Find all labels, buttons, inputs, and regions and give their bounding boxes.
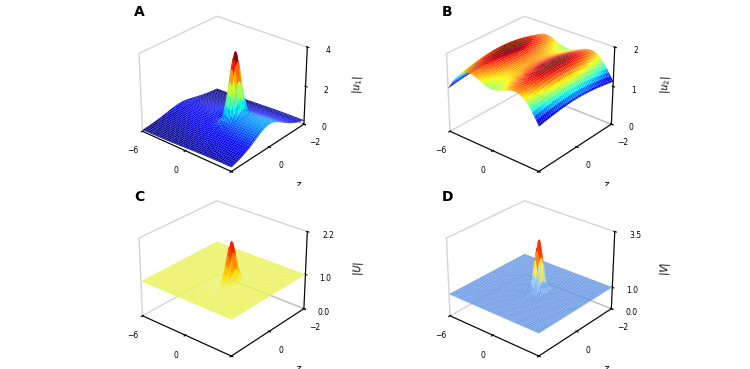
Text: C: C bbox=[134, 190, 144, 204]
Text: D: D bbox=[442, 190, 453, 204]
Y-axis label: $z$: $z$ bbox=[603, 180, 610, 190]
X-axis label: $t$: $t$ bbox=[464, 185, 470, 197]
Y-axis label: $z$: $z$ bbox=[296, 364, 303, 369]
Text: B: B bbox=[442, 5, 452, 19]
Y-axis label: $z$: $z$ bbox=[603, 364, 610, 369]
X-axis label: $t$: $t$ bbox=[157, 185, 163, 197]
Text: A: A bbox=[134, 5, 145, 19]
Y-axis label: $z$: $z$ bbox=[296, 180, 303, 190]
